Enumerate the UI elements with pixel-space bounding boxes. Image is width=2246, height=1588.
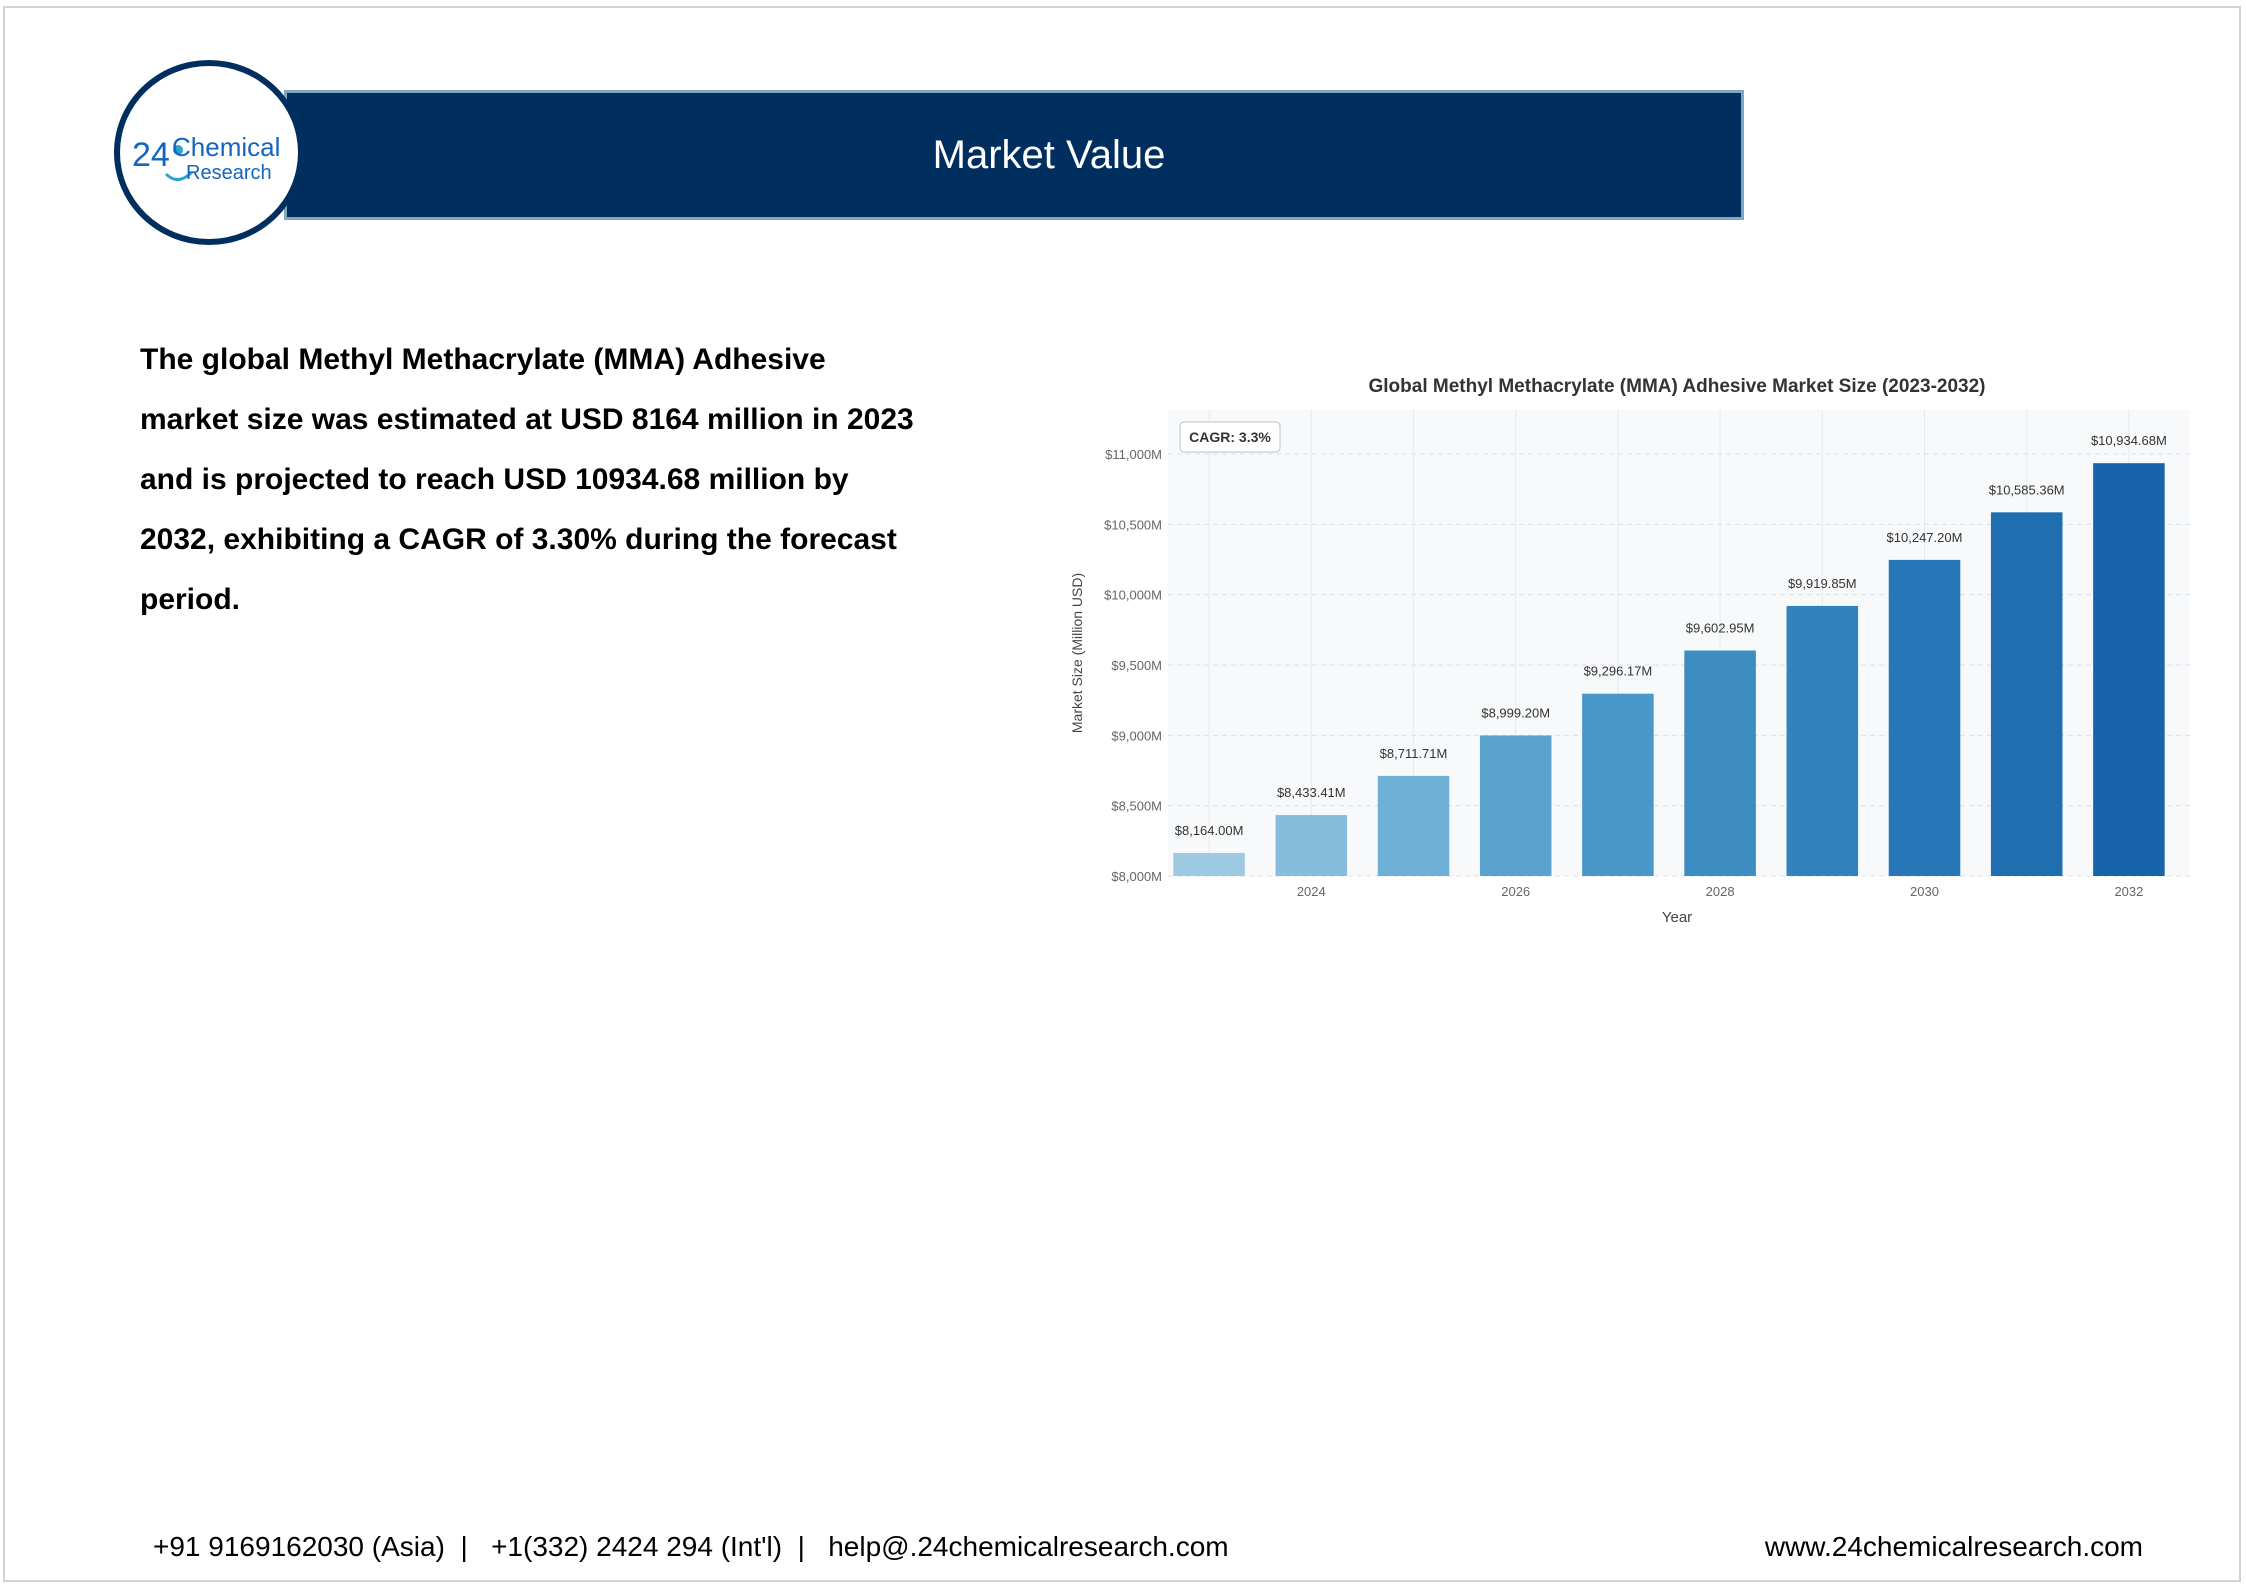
market-summary-text: The global Methyl Methacrylate (MMA) Adh…	[140, 343, 914, 616]
chart-title: Global Methyl Methacrylate (MMA) Adhesiv…	[1369, 376, 1986, 397]
data-label: $9,602.95M	[1686, 621, 1755, 636]
bar	[1173, 852, 1245, 876]
x-tick-label: 2024	[1297, 884, 1326, 899]
bar	[1479, 735, 1552, 876]
bar	[1684, 650, 1756, 876]
y-tick-label: $9,500M	[1111, 658, 1162, 673]
footer-contacts: +91 9169162030 (Asia) | +1(332) 2424 294…	[153, 1531, 1229, 1562]
y-tick-label: $8,000M	[1111, 869, 1162, 884]
footer-website[interactable]: www.24chemicalresearch.com	[1764, 1531, 2143, 1562]
company-logo: 24 Chemical Research	[114, 60, 304, 245]
bar	[1888, 559, 1961, 876]
data-label: $9,296.17M	[1584, 664, 1653, 679]
data-label: $9,919.85M	[1788, 576, 1857, 591]
bar	[1786, 605, 1859, 876]
x-tick-label: 2032	[2114, 884, 2143, 899]
bar	[1275, 815, 1348, 876]
data-label: $10,585.36M	[1989, 482, 2065, 497]
x-tick-label: 2028	[1706, 884, 1735, 899]
x-axis-label: Year	[1662, 909, 1692, 926]
cagr-label: CAGR: 3.3%	[1189, 429, 1271, 445]
bar	[2093, 463, 2165, 876]
bar	[1377, 775, 1450, 876]
x-tick-label: 2026	[1501, 884, 1530, 899]
header-banner: Market Value	[284, 90, 1744, 220]
chart-canvas: Global Methyl Methacrylate (MMA) Adhesiv…	[1069, 376, 2190, 926]
data-label: $8,164.00M	[1175, 823, 1244, 838]
logo-icon: 24 Chemical Research	[132, 132, 280, 184]
bar	[1990, 512, 2063, 876]
y-tick-label: $11,000M	[1105, 447, 1162, 462]
page-frame	[3, 6, 2241, 1582]
cagr-badge	[1179, 421, 1281, 453]
x-tick-label: 2030	[1910, 884, 1939, 899]
page-title: Market Value	[932, 132, 1166, 177]
y-axis-label: Market Size (Million USD)	[1069, 573, 1085, 733]
data-label: $8,433.41M	[1277, 785, 1346, 800]
logo-word-1: Chemical	[172, 132, 280, 162]
data-label: $10,934.68M	[2091, 433, 2167, 448]
y-tick-label: $10,500M	[1104, 517, 1162, 532]
market-size-chart: Global Methyl Methacrylate (MMA) Adhesiv…	[1060, 360, 2200, 940]
y-tick-label: $9,000M	[1111, 728, 1162, 743]
logo-word-2: Research	[186, 162, 272, 184]
y-tick-label: $8,500M	[1111, 799, 1162, 814]
y-tick-label: $10,000M	[1104, 588, 1162, 603]
data-label: $10,247.20M	[1887, 530, 1963, 545]
data-label: $8,711.71M	[1380, 746, 1448, 761]
logo-number: 24	[132, 136, 170, 174]
bar	[1582, 693, 1654, 876]
data-label: $8,999.20M	[1481, 705, 1550, 720]
